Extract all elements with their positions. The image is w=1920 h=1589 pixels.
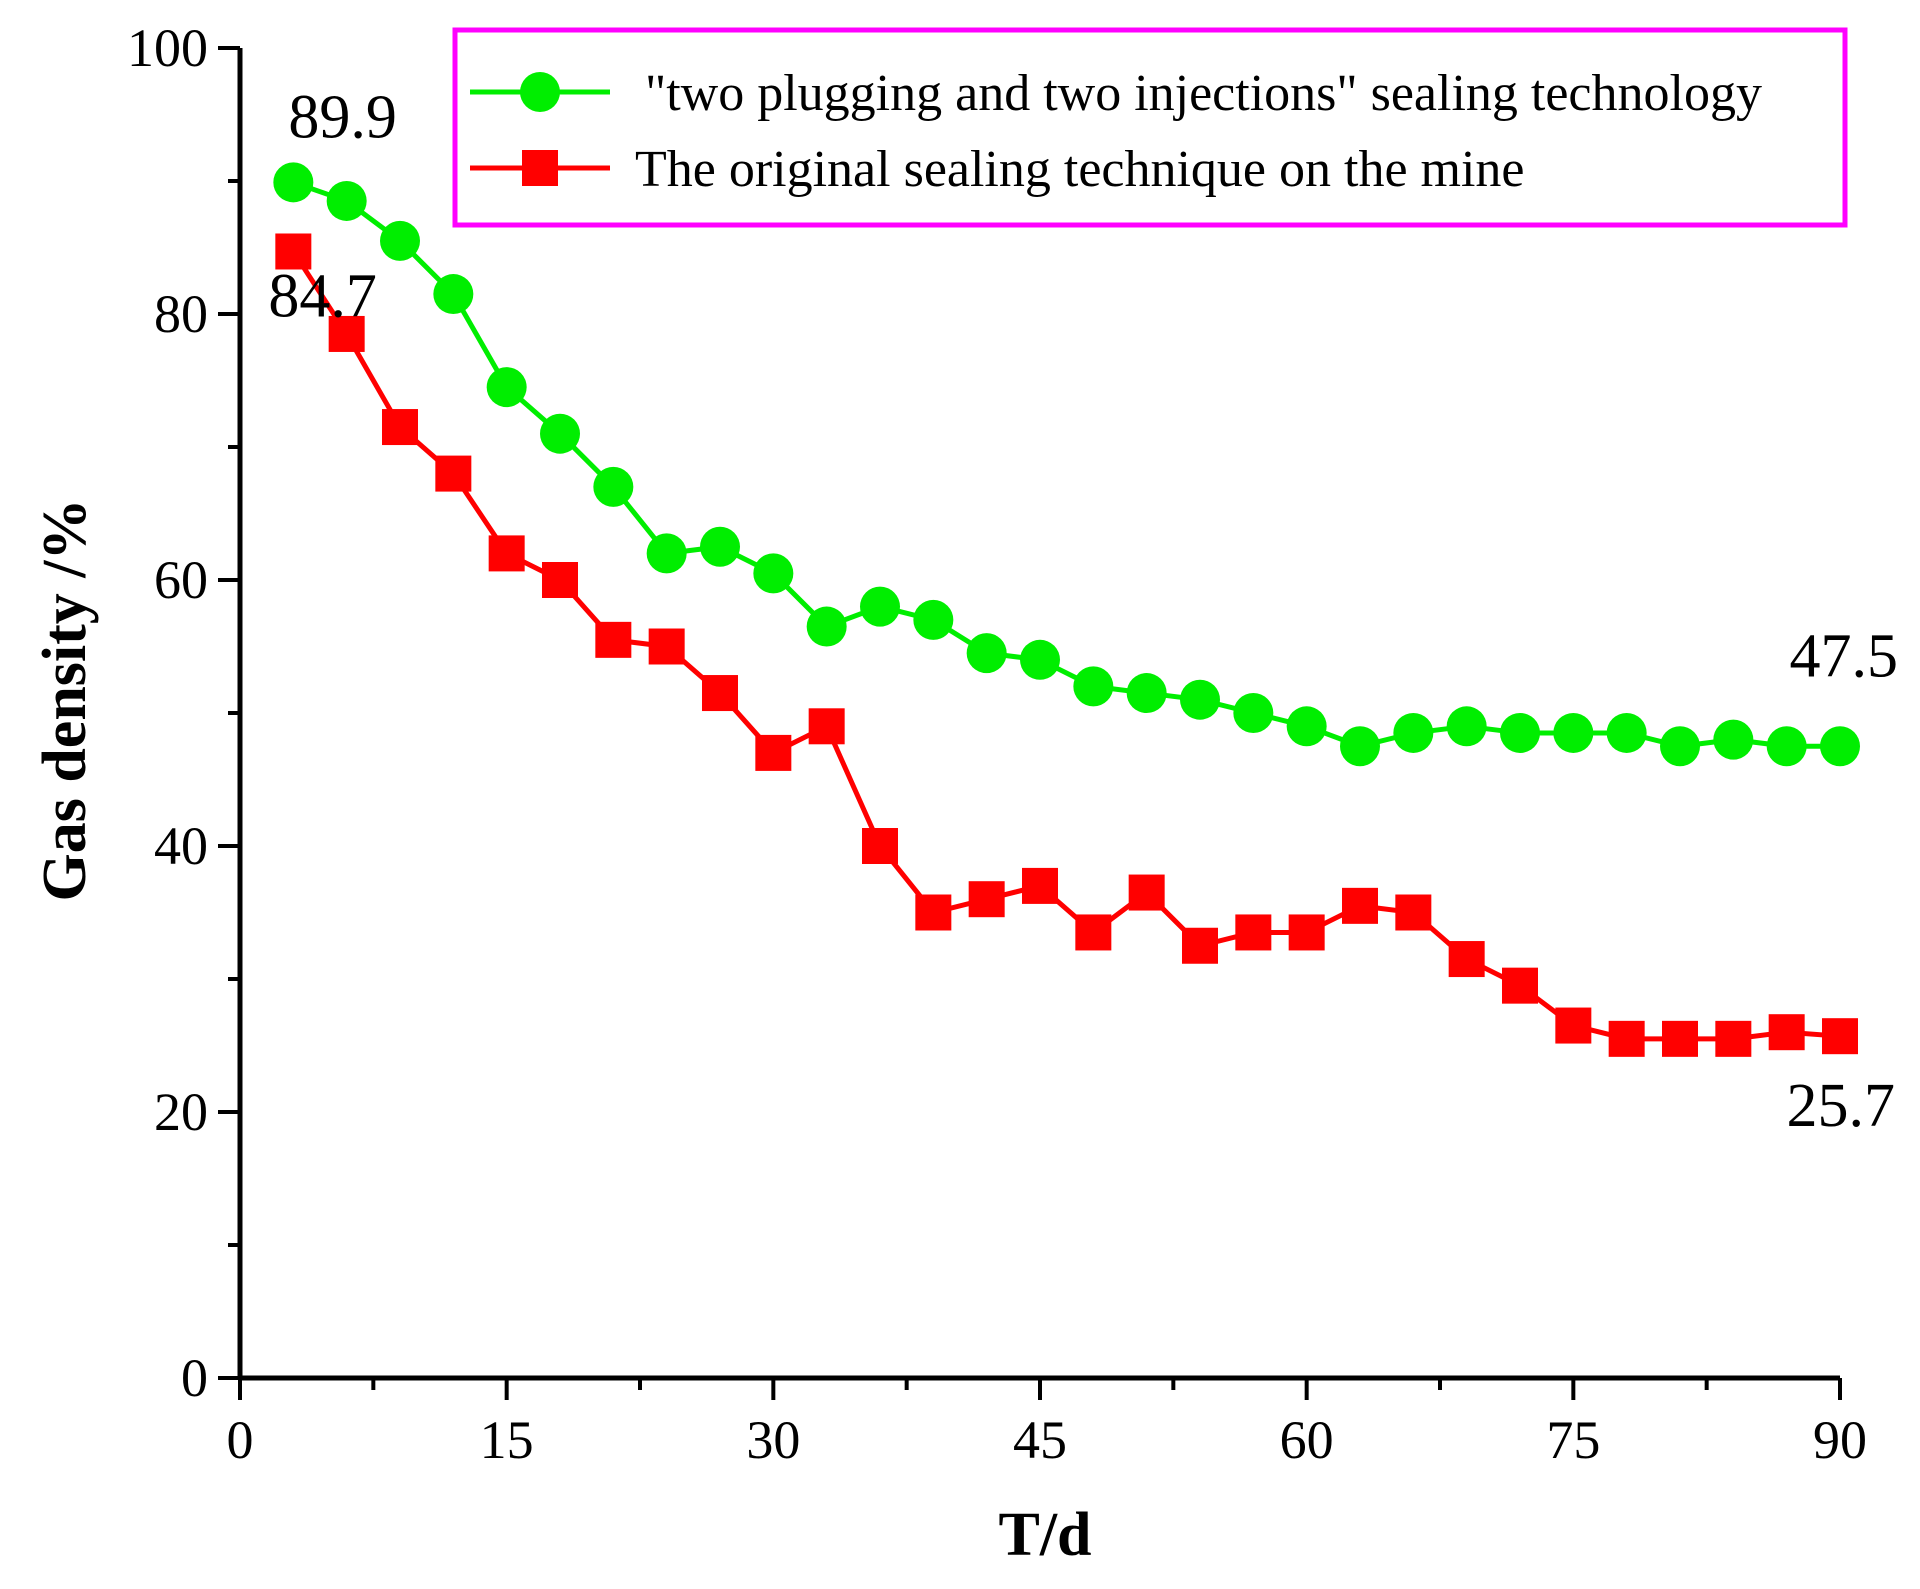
x-tick-label: 60: [1280, 1410, 1334, 1470]
series-line-1: [291, 250, 1841, 1042]
data-point-1: [328, 315, 365, 352]
data-point-0: [1660, 726, 1700, 767]
data-point-0: [1126, 673, 1167, 714]
legend: "two plugging and two injections" sealin…: [452, 27, 1848, 228]
data-point-0: [1340, 726, 1380, 767]
data-point-0: [593, 466, 634, 507]
x-tick-label: 30: [746, 1410, 800, 1470]
series-line-0: [292, 179, 1840, 749]
data-point-1: [1608, 1020, 1645, 1057]
data-point-0: [486, 367, 527, 408]
data-point-1: [968, 881, 1005, 918]
data-point-0: [380, 220, 420, 261]
data-point-0: [1073, 666, 1114, 707]
data-point-1: [1715, 1020, 1752, 1057]
legend-item-red: The original sealing technique on the mi…: [470, 141, 1525, 198]
data-point-0: [1553, 712, 1594, 753]
data-point-1: [435, 455, 472, 492]
data-point-1: [808, 708, 845, 745]
data-point-1: [1662, 1020, 1698, 1057]
y-tick-label: 100: [127, 18, 208, 78]
data-point-0: [1180, 679, 1220, 720]
y-tick-label: 60: [154, 550, 208, 610]
data-point-0: [433, 274, 474, 315]
data-point-1: [1022, 867, 1058, 904]
x-tick-label: 45: [1013, 1410, 1067, 1470]
data-point-0: [1393, 712, 1434, 753]
data-point-0: [860, 586, 900, 627]
data-point-0: [540, 413, 580, 454]
x-tick-label: 15: [480, 1410, 534, 1470]
y-tick-label: 40: [154, 816, 208, 876]
legend-marker-red: [522, 150, 558, 186]
data-point-1: [1182, 927, 1218, 964]
data-point-1: [755, 734, 792, 771]
data-point-0: [1233, 693, 1274, 733]
data-point-0: [1606, 712, 1647, 753]
data-point-0: [700, 526, 740, 567]
y-tick-label: 0: [181, 1348, 208, 1408]
legend-marker-green: [520, 72, 560, 112]
data-point-0: [1020, 639, 1060, 680]
data-point-1: [1075, 914, 1112, 951]
data-point-1: [382, 409, 418, 446]
data-point-0: [1820, 726, 1860, 767]
data-point-0: [1286, 706, 1327, 747]
data-point-1: [1448, 941, 1485, 978]
data-point-0: [1766, 726, 1807, 767]
data-point-0: [753, 553, 794, 594]
data-point-1: [915, 894, 952, 931]
data-point-1: [862, 828, 898, 864]
data-point-1: [488, 535, 525, 572]
data-point-1: [542, 562, 578, 598]
data-label: 84.7: [268, 262, 377, 330]
data-point-1: [1502, 967, 1538, 1004]
legend-item-green: "two plugging and two injections" sealin…: [470, 65, 1762, 122]
data-point-0: [913, 599, 954, 640]
data-point-0: [966, 633, 1007, 674]
data-point-1: [1768, 1014, 1805, 1051]
y-tick-label: 80: [154, 284, 208, 344]
data-point-1: [1128, 874, 1165, 911]
data-point-1: [702, 675, 738, 712]
x-tick-label: 75: [1546, 1410, 1600, 1470]
x-tick-label: 90: [1813, 1410, 1867, 1470]
data-point-0: [646, 533, 687, 574]
data-point-1: [1235, 914, 1272, 951]
data-point-1: [1395, 894, 1432, 931]
data-label: 47.5: [1790, 622, 1899, 690]
y-tick-label: 20: [154, 1082, 208, 1142]
data-point-1: [648, 628, 685, 665]
series-0: [273, 162, 1860, 767]
data-point-1: [1288, 914, 1325, 951]
data-label: 25.7: [1787, 1072, 1896, 1140]
data-point-0: [1500, 712, 1540, 753]
data-point-1: [595, 621, 632, 658]
legend-label-green: "two plugging and two injections" sealin…: [645, 65, 1762, 122]
data-point-0: [1446, 706, 1487, 747]
data-point-1: [1822, 1018, 1858, 1055]
axes-layer: 0 15 30 45 60 75 90 0 20 40 60 80 100: [127, 18, 1867, 1470]
data-point-0: [326, 180, 367, 221]
data-point-1: [1555, 1007, 1592, 1044]
x-tick-label: 0: [227, 1410, 254, 1470]
data-point-1: [275, 233, 312, 270]
data-point-1: [1342, 887, 1378, 924]
legend-label-red: The original sealing technique on the mi…: [635, 141, 1525, 198]
data-point-0: [273, 162, 314, 203]
x-axis-title: T/d: [998, 1501, 1091, 1569]
y-axis-title: Gas density /%: [31, 498, 99, 901]
data-label: 89.9: [288, 83, 397, 151]
data-point-0: [1713, 719, 1754, 760]
series-1: [275, 233, 1858, 1057]
series-layer: [273, 162, 1860, 1057]
legend-box: [452, 27, 1848, 228]
annotations-layer: 89.9 84.7 47.5 25.7: [268, 83, 1898, 1140]
data-point-0: [806, 606, 847, 647]
